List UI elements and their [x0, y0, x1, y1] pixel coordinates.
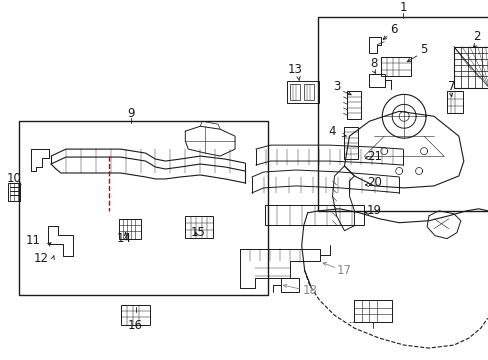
Text: 1: 1 — [399, 1, 406, 14]
Text: 20: 20 — [366, 176, 381, 189]
Bar — [446, 91, 462, 113]
Bar — [119, 219, 140, 239]
Text: 12: 12 — [34, 252, 48, 265]
Bar — [8, 183, 20, 201]
Text: 10: 10 — [6, 172, 21, 185]
Text: 11: 11 — [25, 234, 41, 247]
Bar — [317, 17, 488, 211]
Bar — [19, 121, 267, 295]
Bar — [185, 216, 213, 238]
Text: 2: 2 — [472, 30, 480, 43]
Text: 3: 3 — [332, 80, 340, 93]
Bar — [381, 57, 410, 76]
Text: 9: 9 — [127, 107, 135, 120]
Text: 5: 5 — [420, 43, 427, 56]
Text: 14: 14 — [117, 232, 132, 245]
Bar — [368, 73, 385, 87]
Bar — [280, 278, 298, 292]
Text: 18: 18 — [302, 284, 316, 297]
Text: 19: 19 — [366, 204, 381, 217]
Text: 6: 6 — [389, 23, 397, 36]
Text: 15: 15 — [190, 226, 205, 239]
Bar — [453, 47, 488, 89]
Text: 7: 7 — [447, 80, 455, 93]
Text: 8: 8 — [370, 57, 377, 70]
Bar — [121, 305, 150, 325]
Text: 4: 4 — [328, 125, 336, 138]
Text: 16: 16 — [128, 319, 143, 332]
Bar — [347, 91, 361, 119]
Bar — [344, 127, 358, 159]
Bar — [264, 205, 364, 225]
Bar — [289, 85, 299, 100]
Text: 13: 13 — [287, 63, 302, 76]
Bar — [354, 300, 391, 322]
Bar — [286, 81, 318, 103]
Text: 17: 17 — [336, 264, 351, 277]
Text: 21: 21 — [366, 149, 381, 163]
Bar — [303, 85, 313, 100]
